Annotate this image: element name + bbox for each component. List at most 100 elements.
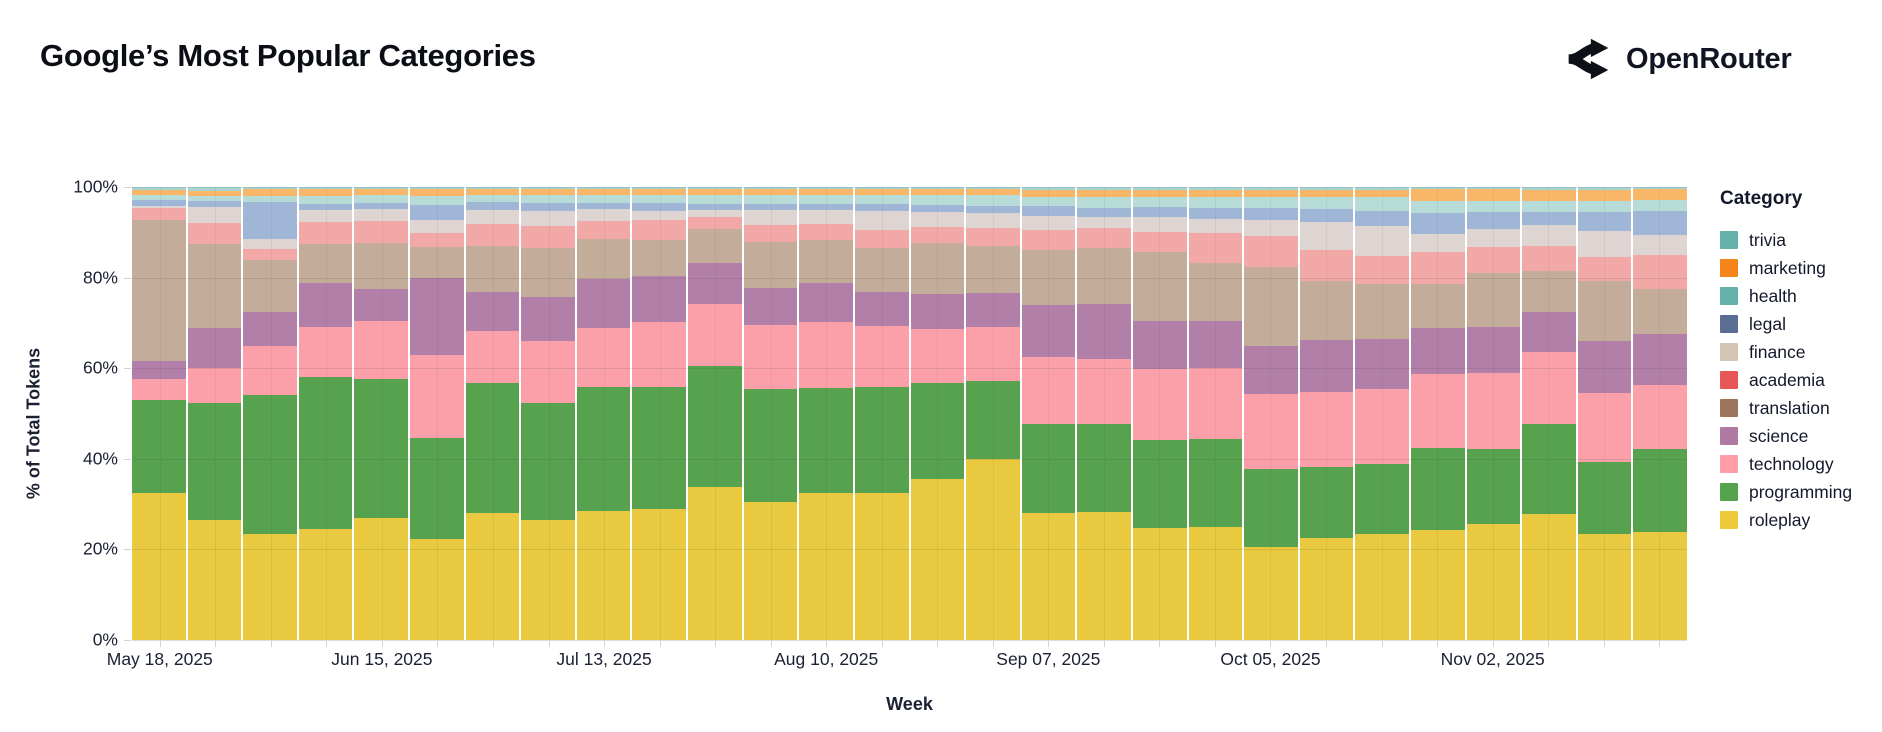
segment-science [576, 279, 631, 328]
y-axis-tick-label: 40% [82, 448, 118, 469]
bar-column[interactable] [298, 187, 353, 640]
segment-translation [799, 240, 853, 283]
bar-column[interactable] [243, 187, 297, 640]
segment-programming [1244, 469, 1298, 548]
segment-technology [576, 327, 631, 387]
segment-programming [465, 383, 520, 514]
x-axis-tick [992, 641, 994, 647]
segment-health [1522, 201, 1576, 212]
bar-column[interactable] [688, 187, 742, 640]
segment-trivia [854, 187, 909, 190]
bar-column[interactable] [1021, 187, 1076, 640]
bar-column[interactable] [1132, 187, 1187, 640]
segment-translation [743, 242, 798, 289]
bar-column[interactable] [187, 187, 242, 640]
segment-roleplay [132, 492, 186, 640]
segment-roleplay [243, 534, 297, 640]
segment-trivia [187, 187, 242, 191]
segment-science [1522, 312, 1576, 353]
segment-academia [521, 226, 575, 249]
bar-column[interactable] [743, 187, 798, 640]
segment-trivia [1466, 187, 1521, 190]
segment-marketing [354, 188, 409, 196]
segment-finance [1411, 234, 1465, 253]
segment-trivia [298, 187, 353, 190]
segment-academia [1466, 246, 1521, 273]
segment-academia [354, 221, 409, 244]
legend-swatch-health [1720, 287, 1738, 305]
x-axis-tick [1270, 641, 1272, 647]
segment-technology [854, 325, 909, 387]
segment-trivia [910, 187, 965, 190]
segment-science [1577, 340, 1632, 394]
bar-column[interactable] [1522, 187, 1576, 640]
segment-marketing [1132, 190, 1187, 197]
segment-translation [910, 242, 965, 294]
legend-title: Category [1720, 188, 1803, 209]
bar-column[interactable] [132, 187, 186, 640]
segment-programming [521, 402, 575, 520]
segment-programming [688, 366, 742, 488]
segment-science [1355, 339, 1410, 389]
category-legend: Category trivia marketing health legal finan… [1720, 188, 1880, 534]
segment-legal [1132, 206, 1187, 217]
segment-legal [576, 203, 631, 210]
segment-translation [1188, 263, 1243, 322]
bar-column[interactable] [576, 187, 631, 640]
segment-trivia [743, 187, 798, 190]
segment-roleplay [298, 529, 353, 640]
bar-column[interactable] [465, 187, 520, 640]
x-axis-tick [1103, 641, 1105, 647]
segment-programming [1633, 448, 1688, 533]
bar-column[interactable] [1077, 187, 1131, 640]
bar-column[interactable] [1633, 187, 1688, 640]
x-axis-tick-label: Jul 13, 2025 [556, 649, 652, 669]
segment-health [854, 195, 909, 205]
segment-science [1077, 304, 1131, 359]
segment-trivia [1077, 187, 1131, 191]
legend-label: marketing [1749, 257, 1826, 278]
legend-label: health [1749, 285, 1797, 306]
bar-column[interactable] [1299, 187, 1354, 640]
segment-roleplay [187, 519, 242, 640]
segment-science [132, 361, 186, 380]
segment-health [799, 195, 853, 204]
segment-finance [1355, 225, 1410, 256]
segment-science [1132, 320, 1187, 370]
segment-legal [799, 203, 853, 210]
segment-marketing [1466, 189, 1521, 202]
bar-column[interactable] [1411, 187, 1465, 640]
bar-column[interactable] [854, 187, 909, 640]
bar-column[interactable] [1577, 187, 1632, 640]
segment-technology [1132, 369, 1187, 440]
bar-column[interactable] [1244, 187, 1298, 640]
segment-legal [1355, 210, 1410, 226]
x-axis-tick [1548, 641, 1550, 647]
x-axis-tick [1048, 641, 1050, 647]
segment-health [743, 195, 798, 204]
segment-health [1299, 197, 1354, 210]
bar-column[interactable] [632, 187, 687, 640]
segment-programming [1466, 449, 1521, 525]
segment-translation [187, 243, 242, 329]
y-axis-tick-label: 0% [92, 629, 118, 650]
bar-column[interactable] [1466, 187, 1521, 640]
bar-column[interactable] [410, 187, 464, 640]
bar-column[interactable] [799, 187, 853, 640]
segment-legal [1077, 207, 1131, 218]
segment-health [1132, 196, 1187, 207]
segment-marketing [243, 188, 297, 196]
bar-column[interactable] [910, 187, 965, 640]
legend-item-technology: technology [1720, 450, 1880, 478]
segment-technology [743, 324, 798, 390]
bar-column[interactable] [1355, 187, 1410, 640]
bar-column[interactable] [521, 187, 575, 640]
legend-item-programming: programming [1720, 478, 1880, 506]
legend-item-trivia: trivia [1720, 226, 1880, 254]
segment-health [1577, 201, 1632, 213]
bar-column[interactable] [354, 187, 409, 640]
bar-column[interactable] [966, 187, 1020, 640]
bar-column[interactable] [1188, 187, 1243, 640]
segment-health [576, 195, 631, 204]
segment-trivia [688, 187, 742, 190]
